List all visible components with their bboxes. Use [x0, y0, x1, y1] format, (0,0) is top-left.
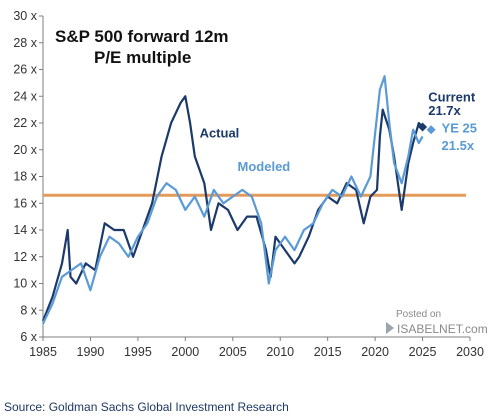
- x-tick-label: 2000: [171, 345, 199, 359]
- source-note: Source: Goldman Sachs Global Investment …: [4, 400, 289, 414]
- watermark-line2: ISABELNET.com: [397, 322, 488, 336]
- y-tick-label: 10 x: [13, 277, 37, 291]
- watermark: Posted on ISABELNET.com: [386, 309, 488, 336]
- y-tick-label: 6 x: [20, 330, 37, 344]
- end-markers: [418, 122, 436, 135]
- label-ye25: YE 25: [442, 120, 477, 135]
- y-tick-label: 20 x: [13, 143, 37, 157]
- label-current-value: 21.7x: [428, 103, 461, 118]
- series-line-actual: [41, 95, 424, 322]
- y-tick-label: 24 x: [13, 89, 37, 103]
- label-actual: Actual: [200, 126, 240, 141]
- y-tick-label: 18 x: [13, 170, 37, 184]
- series-lines: [41, 75, 424, 325]
- current-marker: [418, 122, 428, 132]
- y-tick-label: 28 x: [13, 36, 37, 50]
- x-tick-label: 1990: [77, 345, 105, 359]
- y-tick-label: 26 x: [13, 63, 37, 77]
- x-tick-label: 2010: [266, 345, 294, 359]
- isabelnet-logo-icon: [386, 322, 394, 334]
- watermark-line1: Posted on: [396, 309, 441, 320]
- x-tick-label: 2015: [314, 345, 342, 359]
- x-tick-label: 2030: [456, 345, 484, 359]
- x-tick-label: 2025: [409, 345, 437, 359]
- label-ye25-value: 21.5x: [442, 138, 475, 153]
- axes: 6 x 8 x 10 x 12 x 14 x 16 x 18 x 20 x 22 x 24 x 26…: [13, 9, 484, 359]
- y-tick-label: 16 x: [13, 196, 37, 210]
- y-tick-label: 8 x: [20, 303, 37, 317]
- chart-title-line2: P/E multiple: [94, 48, 191, 67]
- y-tick-label: 12 x: [13, 250, 37, 264]
- x-tick-label: 2005: [219, 345, 247, 359]
- series-line-modeled: [42, 75, 424, 325]
- y-tick-label: 30 x: [13, 9, 37, 23]
- chart-title: S&P 500 forward 12m P/E multiple: [55, 27, 229, 67]
- label-current: Current: [428, 90, 476, 105]
- x-tick-label: 2020: [361, 345, 389, 359]
- label-modeled: Modeled: [238, 159, 291, 174]
- ye25-marker: [426, 125, 436, 135]
- chart-title-line1: S&P 500 forward 12m: [55, 27, 229, 46]
- y-tick-label: 14 x: [13, 223, 37, 237]
- x-tick-label: 1995: [124, 345, 152, 359]
- y-tick-label: 22 x: [13, 116, 37, 130]
- x-tick-label: 1985: [29, 345, 57, 359]
